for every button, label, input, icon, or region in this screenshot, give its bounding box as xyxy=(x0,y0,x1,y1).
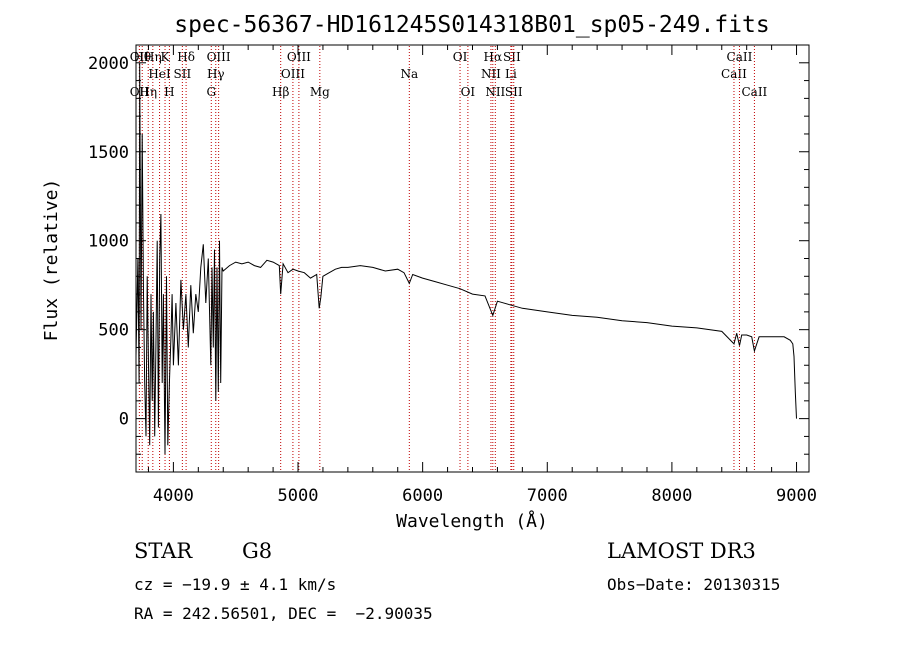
line-marker-label: Hγ xyxy=(207,67,225,81)
line-marker-label: Hδ xyxy=(177,50,195,64)
line-marker-label: Hβ xyxy=(272,85,289,99)
object-type: STAR xyxy=(134,539,193,563)
line-marker-label: K xyxy=(161,50,171,64)
chart-title: spec-56367-HD161245S014318B01_sp05-249.f… xyxy=(174,12,769,38)
line-marker-label: NII xyxy=(485,85,505,99)
line-marker-label: CaII xyxy=(727,50,753,64)
line-marker-label: OIII xyxy=(281,67,305,81)
line-marker-label: NII xyxy=(481,67,501,81)
object-subclass: G8 xyxy=(242,539,273,563)
y-tick-label: 0 xyxy=(119,410,129,430)
y-tick-label: 2000 xyxy=(88,54,129,74)
x-tick-label: 5000 xyxy=(278,486,319,506)
line-marker-label: SII xyxy=(505,85,523,99)
line-marker-label: Hη xyxy=(144,50,162,64)
line-marker-label: SII xyxy=(174,67,192,81)
plot-frame xyxy=(135,44,810,473)
x-tick-label: 8000 xyxy=(651,486,692,506)
line-markers: OIIOIIHθHηHηHeIKHSIIHδGHγOIIIHβOIIIOIIIM… xyxy=(130,46,768,471)
x-tick-label: 9000 xyxy=(776,486,817,506)
line-marker-label: H xyxy=(164,85,174,99)
line-marker-label: SII xyxy=(503,50,521,64)
line-marker-label: CaII xyxy=(741,85,767,99)
line-marker-label: OI xyxy=(453,50,468,64)
x-tick-label: 4000 xyxy=(153,486,194,506)
redshift-text: cz = −19.9 ± 4.1 km/s xyxy=(134,575,337,594)
y-axis-label: Flux (relative) xyxy=(41,179,62,342)
series-group xyxy=(135,62,797,455)
line-marker-label: OI xyxy=(461,85,476,99)
series-line-flux xyxy=(135,62,797,455)
line-marker-label: G xyxy=(206,85,216,99)
x-tick-label: 6000 xyxy=(402,486,443,506)
x-tick-label: 7000 xyxy=(527,486,568,506)
obs-date-text: Obs−Date: 20130315 xyxy=(607,575,781,594)
x-axis-label: Wavelength (Å) xyxy=(396,510,548,532)
line-marker-label: OIII xyxy=(207,50,231,64)
line-marker-label: Hθ xyxy=(133,50,151,64)
line-marker-label: CaII xyxy=(721,67,747,81)
line-marker-label: Na xyxy=(400,67,418,81)
line-marker-label: Hη xyxy=(139,85,157,99)
line-marker-label: Hα xyxy=(484,50,503,64)
y-tick-label: 1000 xyxy=(88,232,129,252)
x-axis: 4000 5000 6000 7000 8000 9000 xyxy=(147,45,817,506)
line-marker-label: HeI xyxy=(148,67,171,81)
line-marker-label: OII xyxy=(130,50,150,64)
coordinates-text: RA = 242.56501, DEC = −2.90035 xyxy=(134,604,433,623)
line-marker-label: OIII xyxy=(287,50,311,64)
y-tick-label: 500 xyxy=(98,321,129,341)
line-marker-label: Mg xyxy=(310,85,330,99)
survey-name: LAMOST DR3 xyxy=(607,539,756,563)
line-marker-label: Li xyxy=(505,67,517,81)
y-axis: 0 500 1000 1500 2000 xyxy=(88,44,809,473)
y-tick-label: 1500 xyxy=(88,143,129,163)
